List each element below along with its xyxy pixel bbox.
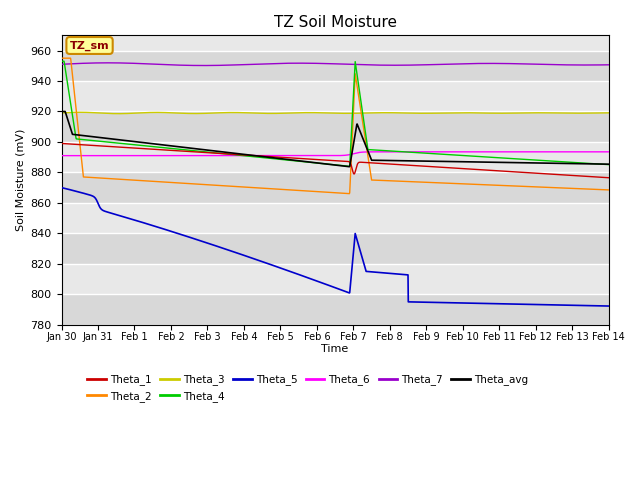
Text: TZ_sm: TZ_sm — [70, 40, 109, 50]
Legend: Theta_1, Theta_2, Theta_3, Theta_4, Theta_5, Theta_6, Theta_7, Theta_avg: Theta_1, Theta_2, Theta_3, Theta_4, Thet… — [83, 371, 532, 406]
Bar — [61, 233, 609, 264]
Bar — [61, 81, 609, 111]
Bar — [61, 50, 609, 81]
X-axis label: Time: Time — [321, 344, 349, 354]
Y-axis label: Soil Moisture (mV): Soil Moisture (mV) — [15, 129, 25, 231]
Bar — [61, 203, 609, 233]
Bar — [61, 294, 609, 324]
Title: TZ Soil Moisture: TZ Soil Moisture — [273, 15, 397, 30]
Bar — [61, 142, 609, 172]
Bar — [61, 172, 609, 203]
Bar — [61, 264, 609, 294]
Bar — [61, 111, 609, 142]
